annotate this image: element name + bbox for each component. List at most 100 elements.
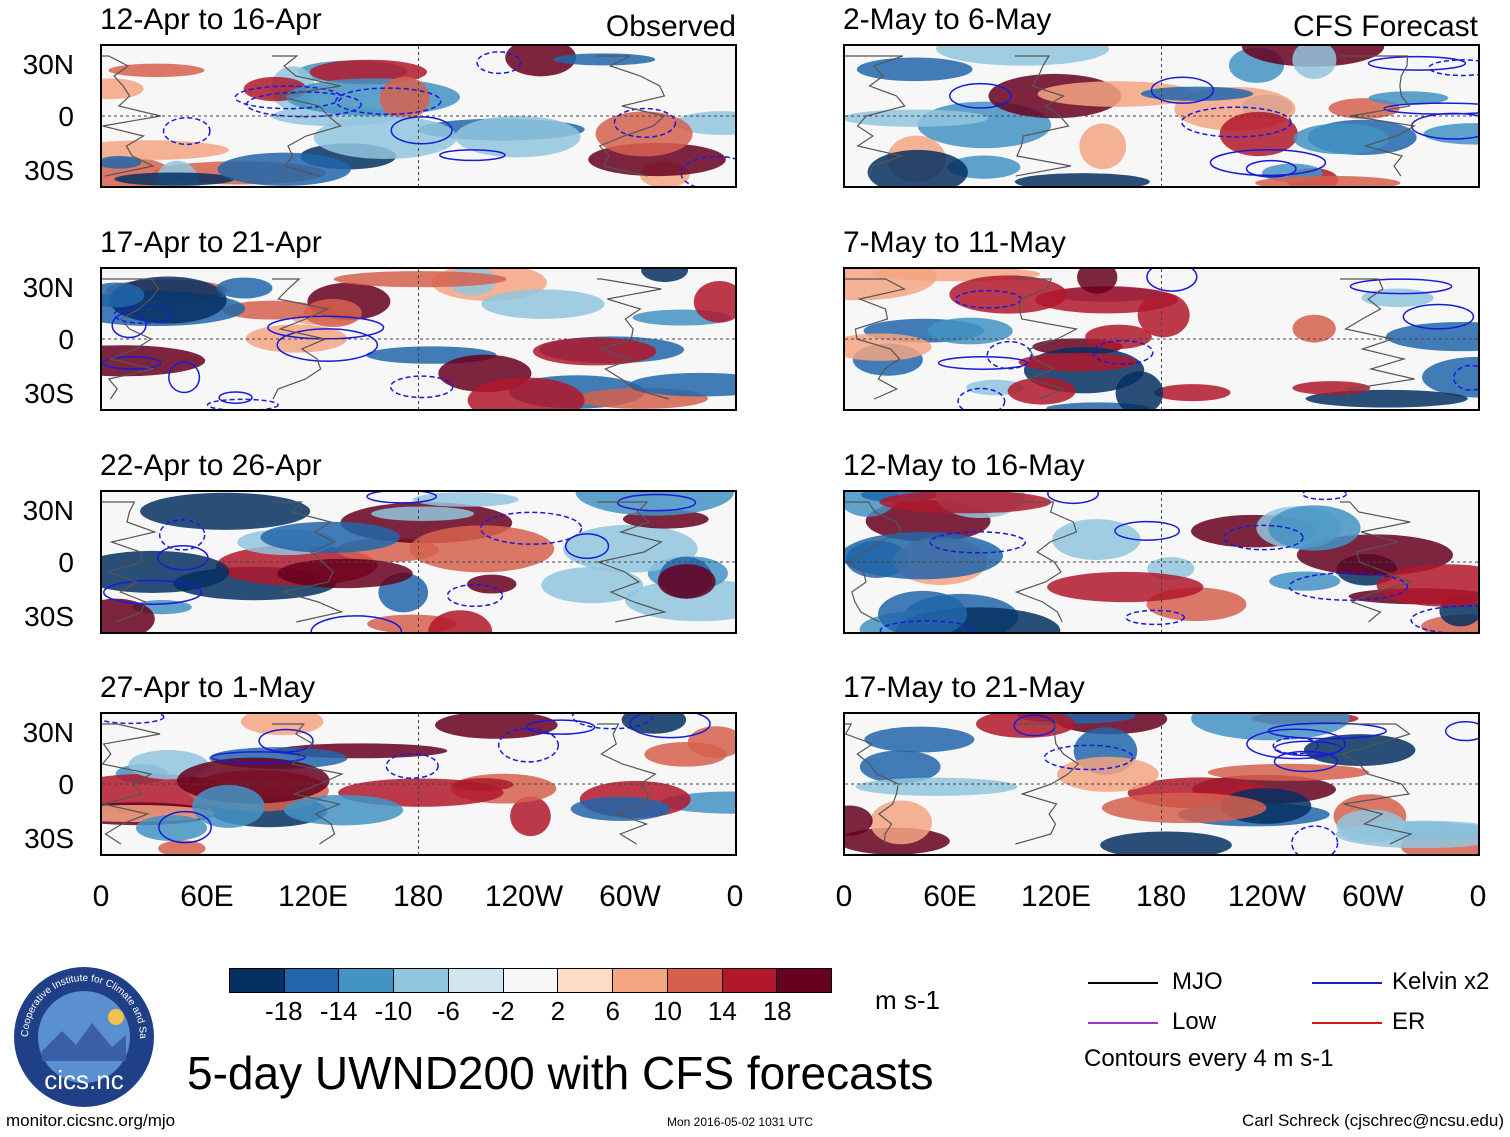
coastline — [1015, 55, 1072, 177]
anomaly-shading — [217, 152, 351, 186]
anomaly-shading — [1085, 324, 1152, 349]
anomaly-shading — [1219, 111, 1298, 157]
anomaly-shading — [1268, 505, 1361, 551]
lon-label: 120W — [1227, 880, 1307, 913]
kelvin-contour — [1246, 728, 1346, 760]
anomaly-shading — [102, 78, 144, 100]
anomaly-shading — [1292, 314, 1336, 343]
kelvin-contour — [157, 545, 209, 571]
kelvin-contour — [1047, 492, 1100, 505]
lon-label: 180 — [392, 880, 444, 913]
map-field — [845, 269, 1478, 409]
footer-url: monitor.cicsnc.org/mjo — [6, 1111, 176, 1130]
coastline — [1340, 55, 1417, 177]
anomaly-shading — [845, 805, 873, 836]
anomaly-shading — [1079, 123, 1127, 170]
panel-title-cfs-4: 17-May to 21-May — [843, 671, 1085, 704]
colorbar-tick-label: 14 — [707, 996, 737, 1026]
map-field — [102, 714, 735, 854]
footer-timestamp: Mon 2016-05-02 1031 UTC — [667, 1115, 814, 1129]
lat-label-30n: 30N — [22, 272, 74, 303]
anomaly-shading — [412, 492, 519, 507]
anomaly-shading — [333, 271, 507, 288]
anomaly-shading — [1007, 377, 1076, 405]
anomaly-shading — [629, 372, 735, 397]
anomaly-shading — [216, 277, 273, 299]
panel-title-cfs-2: 7-May to 11-May — [843, 226, 1066, 259]
panel-title-obs-2: 17-Apr to 21-Apr — [100, 226, 322, 259]
anomaly-shading — [1100, 831, 1232, 854]
kelvin-contour — [879, 620, 974, 632]
kelvin-contour — [366, 492, 438, 504]
kelvin-contour — [1301, 492, 1348, 501]
colorbar-tick-label: -6 — [436, 996, 460, 1026]
coastline — [272, 501, 344, 623]
coastline — [1339, 723, 1413, 845]
kelvin-contour — [446, 584, 504, 608]
kelvin-contour — [1274, 740, 1342, 757]
anomaly-shading — [532, 337, 657, 366]
coastline — [596, 501, 668, 623]
colorbar-tick-label: -2 — [491, 996, 515, 1026]
anomaly-shading — [1037, 81, 1197, 107]
coastline — [597, 723, 657, 845]
observed-label: Observed — [605, 10, 736, 43]
panel-title-cfs-3: 12-May to 16-May — [843, 449, 1085, 482]
legend-label-kelvin: Kelvin x2 — [1392, 968, 1490, 995]
anomaly-shading — [1101, 792, 1267, 823]
anomaly-shading — [102, 598, 155, 632]
coastline — [845, 278, 907, 400]
anomaly-shading — [1115, 371, 1164, 409]
anomaly-shading — [102, 282, 145, 308]
lat-label-0: 0 — [58, 101, 74, 132]
kelvin-contour — [1150, 76, 1215, 104]
kelvin-contour — [206, 398, 279, 409]
anomaly-shading — [1293, 123, 1389, 155]
legend-label-mjo: MJO — [1172, 968, 1223, 995]
coastline — [845, 501, 903, 623]
anomaly-shading — [435, 714, 558, 739]
coastline — [272, 55, 342, 177]
panel-title-obs-3: 22-Apr to 26-Apr — [100, 449, 322, 482]
anomaly-shading — [158, 840, 206, 854]
map-field — [102, 46, 735, 186]
anomaly-shading — [1140, 86, 1254, 101]
anomaly-shading — [1305, 389, 1468, 408]
colorbar-swatch — [666, 969, 722, 992]
kelvin-contour — [1146, 269, 1198, 292]
coastline — [1340, 278, 1415, 400]
anomaly-shading — [1292, 46, 1337, 79]
anomaly-shading — [845, 532, 1004, 580]
panel-title-cfs-1: 2-May to 6-May — [843, 3, 1052, 36]
lat-label-30s: 30S — [24, 155, 74, 186]
anomaly-shading — [467, 574, 517, 594]
anomaly-shading — [102, 550, 230, 593]
anomaly-shading — [553, 53, 656, 66]
anomaly-shading — [260, 521, 400, 553]
main-title: 5-day UWND200 with CFS forecasts — [187, 1047, 934, 1099]
anomaly-shading — [1269, 571, 1341, 591]
kelvin-contour — [1273, 750, 1339, 773]
anomaly-shading — [644, 742, 727, 767]
anomaly-shading — [1052, 519, 1141, 561]
coastline — [102, 723, 161, 845]
anomaly-shading — [1385, 321, 1478, 352]
anomaly-shading — [510, 796, 551, 837]
map-field — [845, 46, 1478, 186]
coastline — [1340, 501, 1414, 623]
colorbar-swatch — [447, 969, 503, 992]
anomaly-shading — [870, 800, 933, 845]
anomaly-shading — [1303, 734, 1416, 766]
anomaly-shading — [135, 815, 208, 841]
anomaly-shading — [845, 333, 932, 361]
lon-label: 60W — [1342, 880, 1404, 913]
map-field — [102, 269, 735, 409]
anomaly-shading — [1191, 714, 1350, 741]
kelvin-contour — [1092, 340, 1154, 365]
legend-line-mjo — [1088, 982, 1158, 984]
kelvin-contour — [1291, 825, 1339, 854]
cfs-forecast-label: CFS Forecast — [1292, 10, 1478, 43]
panel-title-obs-1: 12-Apr to 16-Apr — [100, 3, 322, 36]
kelvin-contour — [439, 149, 506, 162]
anomaly-shading — [1057, 756, 1159, 792]
